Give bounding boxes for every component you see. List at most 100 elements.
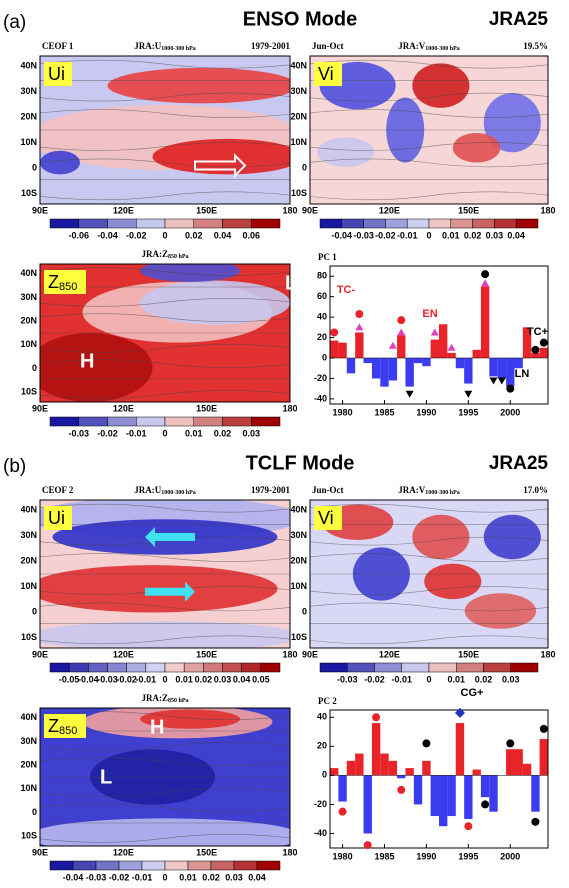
marker	[372, 713, 381, 722]
colorbar-swatch	[49, 662, 70, 673]
panel-label: (a)	[3, 12, 26, 33]
map-header-right: 1979-2001	[251, 41, 290, 51]
bar	[430, 775, 439, 817]
panel-dataset: JRA25	[489, 453, 549, 474]
field-name: Ui	[48, 508, 65, 528]
marker	[506, 739, 515, 748]
streamline	[40, 711, 290, 720]
colorbar-label: 0.03	[242, 428, 260, 438]
lat-label: 10S	[21, 632, 37, 642]
colorbar-label: -0.04	[97, 230, 118, 240]
streamline	[310, 92, 548, 102]
lat-label: 10S	[21, 831, 37, 841]
map-field	[40, 500, 290, 648]
colorbar-swatch	[260, 662, 281, 673]
marker	[397, 316, 406, 325]
map-annotation: L	[285, 272, 297, 294]
bar	[514, 358, 523, 369]
pc-chart: PC 1 -40 -20 0 20 40 60 80 1980 1985 1990 1995 2000 T…	[314, 252, 549, 417]
contour-region	[40, 818, 290, 846]
colorbar-swatch	[107, 416, 137, 427]
chart-title: PC 2	[318, 696, 337, 706]
bar	[346, 358, 356, 374]
header-variable: JRA:Z	[141, 693, 168, 703]
lat-label: 0	[32, 807, 37, 817]
field-subscript: 850	[59, 725, 77, 737]
bar	[330, 768, 339, 776]
bar	[539, 347, 548, 358]
colorbar-swatch	[136, 416, 166, 427]
lat-label: 10N	[20, 581, 37, 591]
colorbar-label: 0.06	[242, 230, 260, 240]
lon-label: 120E	[113, 649, 134, 659]
colorbar-swatch	[319, 218, 343, 229]
lon-label: 90E	[32, 403, 48, 413]
lat-label: 10N	[20, 783, 37, 793]
streamline	[310, 191, 548, 201]
lat-label: 0	[32, 607, 37, 617]
colorbar-swatch	[428, 218, 452, 229]
bar	[355, 332, 364, 358]
marker	[539, 724, 548, 733]
colorbar-swatch	[483, 662, 511, 673]
map-header-center: JRA:Z850 hPa	[141, 693, 188, 704]
marker	[430, 328, 439, 336]
colorbar-label: -0.01	[391, 674, 412, 684]
streamline	[40, 313, 290, 322]
map-frame	[309, 499, 549, 649]
field-name: Z	[48, 272, 59, 292]
y-tick-label: -20	[314, 373, 327, 383]
colorbar-label: 0.01	[179, 872, 197, 882]
contour-region	[107, 67, 290, 104]
streamline	[310, 602, 548, 612]
lat-label: 0	[32, 363, 37, 373]
marker	[355, 310, 364, 319]
colorbar-label: -0.04	[332, 230, 353, 240]
colorbar-label: -0.03	[337, 674, 358, 684]
map-field	[40, 708, 290, 846]
colorbar-label: 0.01	[442, 230, 460, 240]
marker	[464, 822, 473, 831]
header-level: 1000-300 hPa	[161, 46, 196, 52]
lat-label: 0	[302, 607, 307, 617]
field-subscript: 850	[59, 281, 77, 293]
streamline	[40, 834, 290, 843]
map-header-center: JRA:U1000-300 hPa	[134, 41, 196, 52]
map: Vi Jun-Oct JRA:V1000-300 hPa 17.0% 40N 30N 20N…	[290, 485, 555, 684]
marker	[531, 345, 540, 354]
colorbar-label: -0.02	[364, 674, 385, 684]
colorbar-swatch	[78, 416, 108, 427]
colorbar-swatch	[385, 218, 408, 229]
field-label-box	[314, 62, 342, 86]
lat-label: 30N	[20, 86, 37, 96]
header-variable: JRA:V	[398, 485, 425, 495]
field-label: Vi	[318, 508, 334, 528]
header-level: 1000-300 hPa	[425, 46, 460, 52]
bar	[363, 358, 372, 364]
map-header-center: JRA:Z850 hPa	[141, 249, 188, 260]
colorbar-swatch	[472, 218, 495, 229]
bar	[405, 768, 414, 776]
field-label: Vi	[318, 64, 334, 84]
map: Z850 H L JRA:Z850 hPa 40N 30N 20N 10N 0 10S 90E 120…	[20, 693, 297, 882]
colorbar-swatch	[347, 662, 375, 673]
marker	[497, 377, 506, 385]
bar	[489, 775, 498, 812]
lon-label: 90E	[302, 649, 318, 659]
colorbar-label: -0.03	[353, 230, 374, 240]
map-frame	[39, 499, 291, 649]
colorbar-label: 0.03	[225, 872, 243, 882]
chart-annotation: TC-	[337, 284, 356, 296]
bar	[388, 760, 398, 776]
colorbar-label: 0.02	[475, 674, 493, 684]
y-tick-label: -40	[314, 393, 327, 403]
colorbar-swatch	[363, 218, 386, 229]
streamline	[40, 635, 290, 645]
map: Vi Jun-Oct JRA:V1000-300 hPa 19.5% 40N 30N 20N…	[290, 41, 555, 240]
y-tick-label: 40	[317, 712, 327, 722]
colorbar-swatch	[49, 218, 79, 229]
colorbar-label: -0.02	[116, 674, 137, 684]
contour-region	[483, 93, 541, 153]
colorbar-swatch	[88, 662, 108, 673]
lat-label: 10S	[21, 188, 37, 198]
